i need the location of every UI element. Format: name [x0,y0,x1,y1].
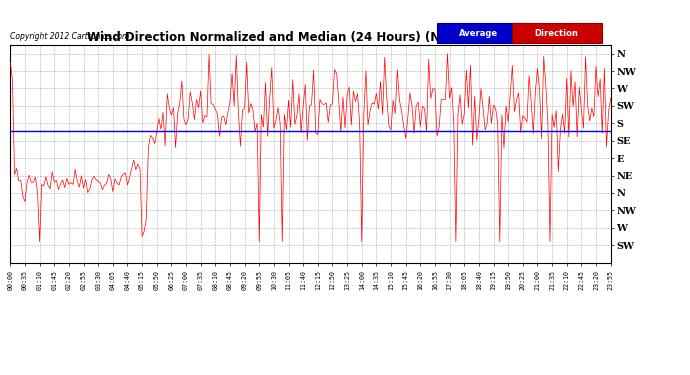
Text: Average: Average [459,29,498,38]
FancyBboxPatch shape [511,23,602,43]
Text: Direction: Direction [535,29,578,38]
Title: Wind Direction Normalized and Median (24 Hours) (New) 20121110: Wind Direction Normalized and Median (24… [87,31,534,44]
FancyBboxPatch shape [437,23,520,43]
Text: Copyright 2012 Cartronics.com: Copyright 2012 Cartronics.com [10,32,130,40]
